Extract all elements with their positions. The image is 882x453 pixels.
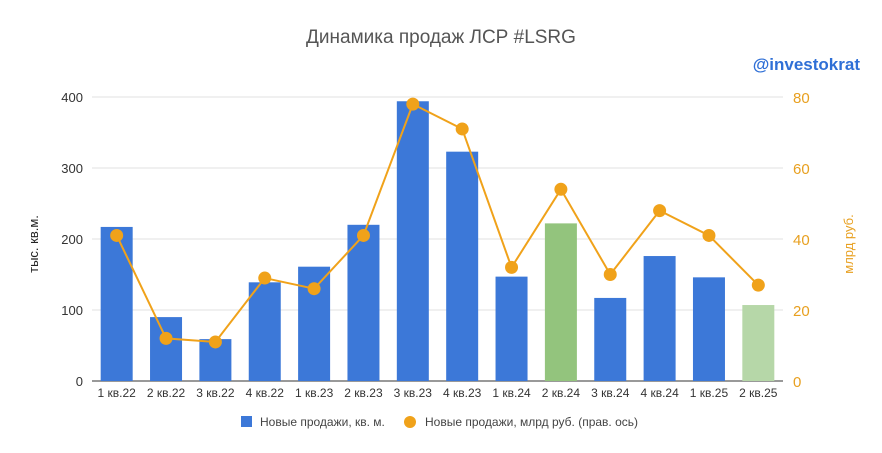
- x-tick-label: 2 кв.22: [147, 386, 186, 400]
- legend: Новые продажи, кв. м. Новые продажи, млр…: [241, 415, 638, 429]
- x-tick-label: 1 кв.22: [98, 386, 137, 400]
- y-axis-label-right: млрд руб.: [841, 214, 856, 273]
- line-point: [603, 268, 617, 281]
- watermark-handle: @investokrat: [753, 55, 861, 74]
- line-point: [356, 228, 370, 242]
- x-tick-label: 3 кв.23: [394, 386, 433, 400]
- y-tick-label-right: 20: [793, 303, 810, 320]
- x-tick-label: 4 кв.23: [443, 386, 482, 400]
- line-point: [307, 282, 321, 296]
- y-tick-label-right: 0: [793, 374, 801, 391]
- chart-title: Динамика продаж ЛСР #LSRG: [306, 27, 576, 48]
- legend-swatch-bar: [241, 416, 252, 427]
- series-line: [115, 102, 760, 343]
- y-tick-label-left: 0: [76, 374, 83, 389]
- line-point: [159, 331, 173, 345]
- bar: [396, 101, 429, 381]
- y-tick-label-left: 100: [61, 303, 83, 318]
- x-tick-label: 3 кв.24: [591, 386, 630, 400]
- x-tick-label: 1 кв.24: [492, 386, 531, 400]
- bar: [495, 276, 528, 381]
- x-tick-label: 4 кв.22: [246, 386, 285, 400]
- x-tick-label: 1 кв.25: [690, 386, 729, 400]
- line-series: [110, 97, 765, 349]
- y-tick-label-right: 60: [793, 161, 810, 178]
- legend-label-bar: Новые продажи, кв. м.: [260, 415, 385, 429]
- legend-swatch-line: [404, 416, 416, 428]
- line-point: [406, 97, 420, 111]
- bar: [742, 305, 775, 381]
- bar: [643, 256, 676, 381]
- x-tick-label: 3 кв.22: [196, 386, 235, 400]
- y-tick-label-right: 80: [793, 90, 810, 107]
- bar: [544, 223, 577, 381]
- line-point: [110, 228, 124, 242]
- axis-ticks: 0 100 200 300 400 0 20 40 60 80 1 кв.22 2 кв.22 3 кв…: [61, 90, 809, 400]
- line-point: [505, 260, 519, 274]
- bar: [446, 151, 479, 381]
- x-tick-label: 4 кв.24: [640, 386, 679, 400]
- bar: [248, 282, 281, 381]
- x-tick-label: 2 кв.23: [344, 386, 383, 400]
- line-point: [751, 278, 765, 292]
- line-point: [702, 228, 716, 242]
- y-axis-label-left: тыс. кв.м.: [26, 215, 41, 273]
- y-tick-label-left: 200: [61, 232, 83, 247]
- gridlines: [92, 96, 783, 382]
- bar: [150, 317, 183, 381]
- y-tick-label-right: 40: [793, 232, 810, 249]
- line-point: [455, 122, 469, 136]
- bar: [347, 224, 380, 381]
- y-tick-label-left: 400: [61, 90, 83, 105]
- line-point: [653, 204, 667, 218]
- bar: [100, 226, 133, 381]
- line-point: [554, 182, 568, 196]
- y-tick-label-left: 300: [61, 161, 83, 176]
- x-tick-label: 2 кв.24: [542, 386, 581, 400]
- x-tick-label: 2 кв.25: [739, 386, 778, 400]
- x-tick-label: 1 кв.23: [295, 386, 334, 400]
- legend-label-line: Новые продажи, млрд руб. (прав. ось): [425, 415, 638, 429]
- bar-series: [100, 101, 775, 381]
- line-point: [208, 335, 222, 349]
- bar: [692, 277, 725, 381]
- bar: [594, 297, 627, 381]
- line-point: [258, 271, 272, 285]
